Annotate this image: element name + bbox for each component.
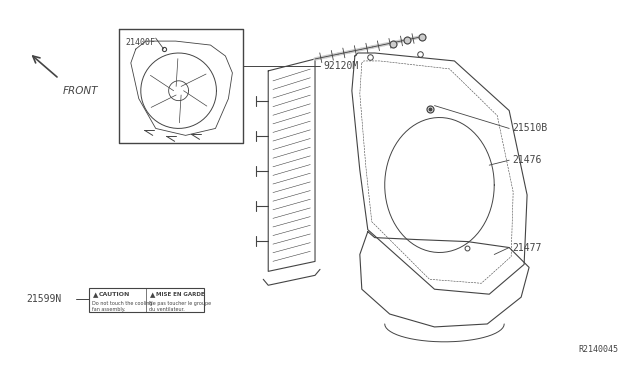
- Text: MISE EN GARDE: MISE EN GARDE: [156, 292, 205, 297]
- Text: ▲: ▲: [150, 292, 156, 298]
- Text: 92120M: 92120M: [323, 61, 358, 71]
- Text: CAUTION: CAUTION: [99, 292, 131, 297]
- Text: ▲: ▲: [93, 292, 99, 298]
- Bar: [89, 288, 204, 312]
- Text: FRONT: FRONT: [63, 86, 99, 96]
- Text: R2140045: R2140045: [579, 345, 619, 354]
- Text: 21476: 21476: [512, 155, 541, 165]
- Text: Ne pas toucher le groupe
du ventilateur.: Ne pas toucher le groupe du ventilateur.: [149, 301, 211, 312]
- Text: 21400F: 21400F: [126, 38, 156, 47]
- Text: 21510B: 21510B: [512, 124, 547, 134]
- Text: Do not touch the cooling
fan assembly.: Do not touch the cooling fan assembly.: [92, 301, 152, 312]
- Text: 21477: 21477: [512, 243, 541, 253]
- Text: 21599N: 21599N: [26, 294, 61, 304]
